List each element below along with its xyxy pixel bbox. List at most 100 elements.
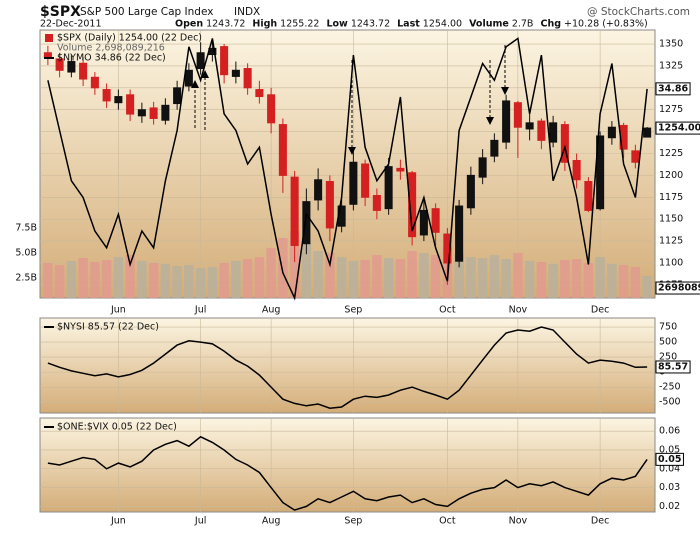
- volume-bar: [313, 251, 323, 298]
- candle-body: [537, 120, 546, 141]
- candle-body: [220, 46, 229, 76]
- candle-body: [255, 89, 264, 98]
- candle-body: [325, 181, 334, 229]
- volume-bar: [560, 260, 570, 298]
- volume-bar: [172, 266, 182, 298]
- quote-label: Chg: [540, 19, 561, 30]
- legend-swatch: [45, 34, 53, 42]
- candle-body: [231, 69, 240, 77]
- candle-body: [102, 89, 111, 102]
- candle-body: [384, 166, 393, 210]
- quote-label: Last: [397, 19, 420, 30]
- y-tick-label: -250: [659, 382, 681, 393]
- candle-body: [513, 102, 522, 128]
- last-value-label: 85.57: [658, 361, 688, 372]
- legend-label: $NYMO 34.86 (22 Dec): [57, 53, 166, 64]
- x-tick-label: Sep: [344, 305, 362, 316]
- candle-body: [361, 163, 370, 198]
- x-tick-label: Aug: [262, 305, 281, 316]
- y-tick-label: 250: [659, 352, 677, 363]
- volume-bar: [113, 257, 124, 298]
- candle-body: [466, 174, 475, 209]
- volume-bar: [513, 253, 523, 298]
- volume-bar: [595, 257, 605, 298]
- x-tick-label: Dec: [591, 305, 609, 316]
- candle-body: [478, 157, 487, 178]
- volume-bar: [78, 258, 88, 298]
- volume-bar: [618, 265, 629, 298]
- legend-label: $ONE:$VIX 0.05 (22 Dec): [57, 422, 177, 433]
- y-tick-label: 1200: [659, 170, 683, 181]
- candle-body: [572, 159, 581, 181]
- y-tick-label: 1325: [659, 60, 683, 71]
- candle-body: [126, 94, 135, 115]
- y-tick-label: 1175: [659, 192, 683, 203]
- x-tick-label: Jun: [110, 305, 126, 316]
- candle-body: [584, 181, 593, 211]
- candle-body: [67, 61, 76, 73]
- volume-bar: [501, 259, 511, 298]
- annotations: [194, 45, 506, 150]
- legend-label: Volume 2,698,089,216: [57, 43, 165, 54]
- legend-label: $SPX (Daily) 1254.00 (22 Dec): [57, 33, 202, 44]
- x-tick-label: Nov: [509, 305, 528, 316]
- candle-body: [431, 208, 440, 233]
- volume-bar: [372, 255, 382, 298]
- volume-bar: [407, 251, 417, 298]
- volume-bar: [289, 231, 300, 298]
- y-tick-label: 1275: [659, 104, 683, 115]
- volume-bar: [489, 255, 500, 298]
- quote-value: 1243.72: [351, 19, 390, 30]
- volume-bar: [571, 259, 582, 298]
- candle-body: [607, 126, 616, 139]
- candle-body: [314, 179, 323, 201]
- candle-body: [149, 107, 158, 119]
- volume-tick-label: 2.5B: [15, 273, 37, 284]
- symbol: $SPX: [40, 4, 81, 20]
- volume-bar: [254, 257, 265, 298]
- candle-body: [502, 100, 511, 143]
- candle-body: [596, 135, 605, 210]
- panel: [39, 317, 656, 414]
- candle-body: [196, 52, 205, 70]
- candle-body: [267, 94, 276, 124]
- y-tick-label: -500: [659, 397, 681, 408]
- last-value-box: [655, 121, 700, 135]
- candle-body: [490, 139, 499, 157]
- credit: @ StockCharts.com: [587, 6, 690, 18]
- volume-bar: [583, 263, 594, 298]
- y-tick-label: 1225: [659, 148, 683, 159]
- y-tick-label: 1350: [659, 39, 683, 50]
- volume-bar: [419, 253, 429, 298]
- last-value-box: [655, 452, 684, 466]
- volume-bar: [43, 263, 53, 298]
- candle-body: [43, 52, 52, 58]
- candle-body: [55, 58, 64, 71]
- date: 22-Dec-2011: [40, 19, 102, 30]
- candle-body: [302, 201, 311, 245]
- volume-bar: [54, 265, 65, 298]
- quote-value: 1254.00: [423, 19, 462, 30]
- candle-body: [243, 68, 252, 89]
- x-tick-label: Jul: [194, 516, 206, 527]
- candle-body: [560, 124, 569, 163]
- candle-body: [137, 109, 146, 117]
- volume-bar: [548, 264, 558, 298]
- quote: Open 1243.72 High 1255.22 Low 1243.72 Last 1254…: [175, 19, 648, 30]
- y-tick-label: 500: [659, 337, 677, 348]
- volume-bar: [266, 248, 276, 298]
- line: [47, 326, 648, 409]
- volume-bar: [66, 261, 77, 298]
- volume-bar: [231, 261, 241, 298]
- volume-bar: [195, 268, 206, 298]
- quote-value: 1243.72: [206, 19, 245, 30]
- volume-tick-label: 5.0B: [15, 248, 37, 259]
- annotation-heads: [191, 70, 509, 155]
- quote-value: 2.7B: [512, 19, 534, 30]
- volume-bar: [242, 259, 253, 298]
- y-tick-label: 0.04: [659, 463, 680, 474]
- volume-bar: [336, 257, 347, 298]
- volume-bar: [607, 264, 617, 298]
- volume-bar: [207, 267, 218, 298]
